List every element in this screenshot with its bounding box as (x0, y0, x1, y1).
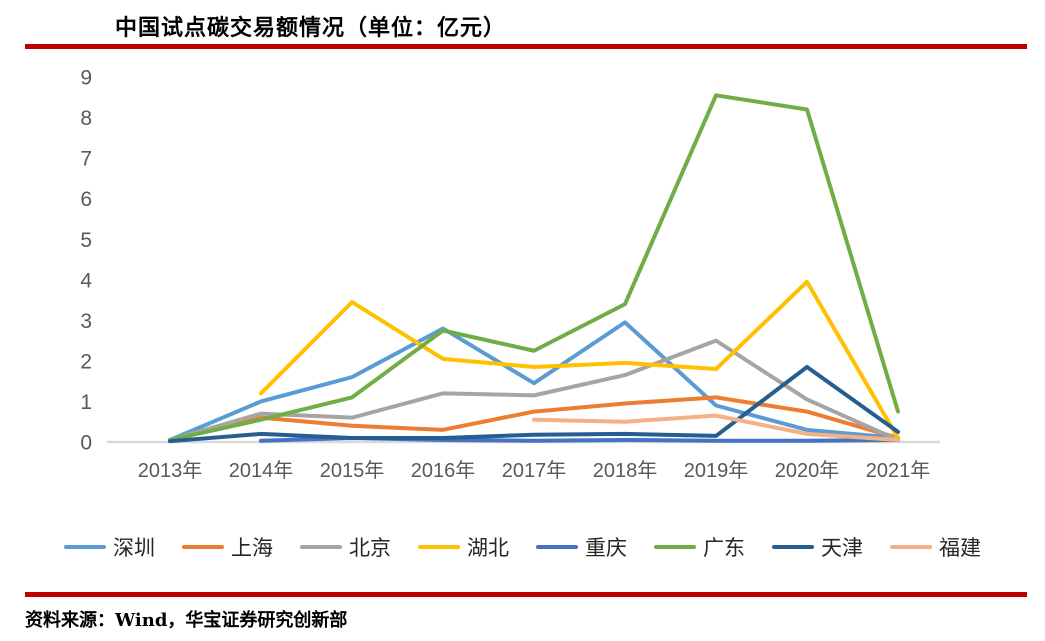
x-axis-tick-label: 2020年 (775, 459, 840, 482)
legend-label: 北京 (349, 536, 391, 560)
legend-label: 上海 (231, 536, 273, 560)
x-axis-tick-label: 2013年 (138, 459, 203, 482)
series-line-广东 (168, 93, 900, 442)
legend-label: 重庆 (585, 536, 627, 560)
legend-line-swatch (182, 544, 224, 550)
legend-label: 广东 (703, 536, 745, 560)
series-line-福建 (532, 413, 900, 442)
x-axis-tick-label: 2021年 (866, 459, 931, 482)
legend-item-重庆: 重庆 (536, 532, 627, 562)
x-axis-tick-label: 2017年 (502, 459, 567, 482)
legend-line-swatch (536, 544, 578, 550)
x-axis-tick-label: 2015年 (320, 459, 385, 482)
x-axis-tick-label: 2014年 (229, 459, 294, 482)
y-axis-tick-label: 8 (80, 107, 92, 130)
y-axis-tick-label: 6 (80, 188, 92, 211)
legend-item-广东: 广东 (654, 532, 745, 562)
legend-item-北京: 北京 (300, 532, 391, 562)
series-line-深圳 (168, 320, 900, 442)
x-axis-tick-label: 2019年 (684, 459, 749, 482)
y-axis-tick-label: 7 (80, 148, 92, 171)
x-axis-tick-label: 2016年 (411, 459, 476, 482)
y-axis-tick-label: 3 (80, 310, 92, 333)
series-line-湖北 (259, 279, 900, 440)
top-red-rule (25, 44, 1027, 49)
legend-label: 湖北 (467, 536, 509, 560)
y-axis-tick-label: 1 (80, 391, 92, 414)
y-axis-tick-label: 2 (80, 350, 92, 373)
legend-label: 天津 (821, 536, 863, 560)
series-line-上海 (168, 395, 900, 442)
y-axis-tick-label: 5 (80, 229, 92, 252)
legend-item-深圳: 深圳 (64, 532, 155, 562)
chart-title: 中国试点碳交易额情况（单位：亿元） (115, 15, 507, 41)
legend-line-swatch (418, 544, 460, 550)
legend-item-上海: 上海 (182, 532, 273, 562)
series-line-北京 (168, 338, 900, 442)
legend-line-swatch (64, 544, 106, 550)
y-axis-tick-label: 4 (80, 269, 92, 292)
legend-label: 福建 (939, 536, 981, 560)
legend-line-swatch (300, 544, 342, 550)
legend-line-swatch (654, 544, 696, 550)
legend-item-天津: 天津 (772, 532, 863, 562)
bottom-red-rule (25, 592, 1027, 597)
legend-item-湖北: 湖北 (418, 532, 509, 562)
y-axis-tick-label: 9 (80, 67, 92, 90)
series-line-天津 (168, 364, 900, 444)
x-axis-tick-label: 2018年 (593, 459, 658, 482)
source-note: 资料来源：Wind，华宝证券研究创新部 (25, 610, 348, 631)
legend-line-swatch (772, 544, 814, 550)
legend-item-福建: 福建 (890, 532, 981, 562)
y-axis-tick-label: 0 (80, 432, 92, 455)
legend-label: 深圳 (113, 536, 155, 560)
chart-legend: 深圳 上海 北京 湖北 重庆 广东 天津 福建 (0, 532, 1045, 562)
legend-line-swatch (890, 544, 932, 550)
